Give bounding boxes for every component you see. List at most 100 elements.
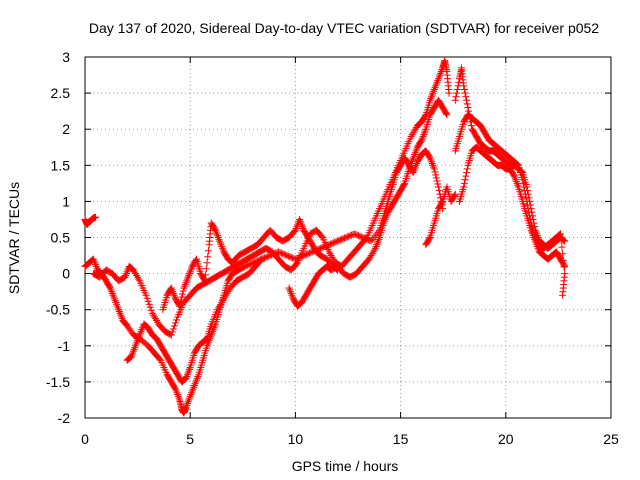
data-point [525, 208, 533, 216]
data-point [189, 385, 197, 393]
data-point [431, 84, 439, 92]
data-point [512, 178, 520, 186]
data-point [291, 226, 299, 234]
data-point [176, 302, 184, 310]
data-point [219, 246, 227, 254]
data-point [211, 322, 219, 330]
data-point [135, 333, 143, 341]
data-point [557, 230, 565, 238]
data-point [411, 150, 419, 158]
data-point [514, 161, 522, 169]
data-point [463, 169, 471, 177]
data-point [185, 367, 193, 375]
data-point [524, 205, 532, 213]
data-point [224, 288, 232, 296]
data-point [211, 226, 219, 234]
data-point [436, 71, 444, 79]
data-point [411, 125, 419, 133]
data-point [420, 129, 428, 137]
data-point [418, 136, 426, 144]
data-point [427, 93, 435, 101]
data-point [426, 96, 434, 104]
data-point [410, 152, 418, 160]
data-point [121, 273, 129, 281]
data-point [373, 239, 381, 247]
data-point [369, 248, 377, 256]
data-point [184, 273, 192, 281]
data-point [89, 255, 97, 263]
y-tick-label: 3 [62, 49, 70, 65]
data-point [412, 147, 420, 155]
data-point [452, 93, 460, 101]
data-point [438, 199, 446, 207]
data-point [153, 317, 161, 325]
data-point [92, 262, 100, 270]
data-point [383, 212, 391, 220]
data-point [147, 306, 155, 314]
data-point [173, 389, 181, 397]
y-tick-label: 1 [62, 193, 70, 209]
data-point [171, 319, 179, 327]
data-point [558, 243, 566, 251]
data-point [296, 215, 304, 223]
data-point [170, 322, 178, 330]
data-point [170, 291, 178, 299]
data-point [133, 338, 141, 346]
data-point [526, 215, 534, 223]
data-point [175, 394, 183, 402]
data-point [453, 89, 461, 97]
data-point [218, 244, 226, 252]
data-point [217, 300, 225, 308]
data-point [176, 299, 184, 307]
data-point [557, 237, 565, 245]
data-point [428, 159, 436, 167]
data-point [318, 232, 326, 240]
data-point [185, 270, 193, 278]
data-point [371, 232, 379, 240]
data-point [92, 213, 100, 221]
data-point [171, 384, 179, 392]
data-point [418, 134, 426, 142]
data-point [510, 171, 518, 179]
data-point [555, 231, 563, 239]
data-point [114, 304, 122, 312]
data-point [296, 217, 304, 225]
data-point [373, 230, 381, 238]
data-point [183, 277, 191, 285]
data-point [435, 187, 443, 195]
x-axis-label: GPS time / hours [292, 458, 399, 474]
data-point [462, 93, 470, 101]
y-tick-label: 1.5 [51, 157, 71, 173]
data-point [559, 291, 567, 299]
data-point [299, 224, 307, 232]
data-point [182, 279, 190, 287]
data-point [183, 372, 191, 380]
data-point [204, 340, 212, 348]
y-tick-label: 2.5 [51, 85, 71, 101]
data-point [429, 161, 437, 169]
data-point [409, 129, 417, 137]
data-point [430, 165, 438, 173]
data-point [183, 401, 191, 409]
data-point [202, 271, 210, 279]
data-point [131, 270, 139, 278]
data-point [146, 303, 154, 311]
data-point [400, 181, 408, 189]
data-point [185, 396, 193, 404]
data-point [204, 253, 212, 261]
data-point [407, 132, 415, 140]
data-point [181, 282, 189, 290]
data-point [367, 252, 375, 260]
data-point [117, 311, 125, 319]
data-point [427, 156, 435, 164]
data-point [142, 291, 150, 299]
data-point [374, 237, 382, 245]
data-point [187, 266, 195, 274]
data-point [210, 324, 218, 332]
data-point [380, 219, 388, 227]
data-point [419, 132, 427, 140]
data-point [129, 347, 137, 355]
y-tick-label: 0 [62, 266, 70, 282]
chart-title: Day 137 of 2020, Sidereal Day-to-day VTE… [89, 20, 599, 36]
